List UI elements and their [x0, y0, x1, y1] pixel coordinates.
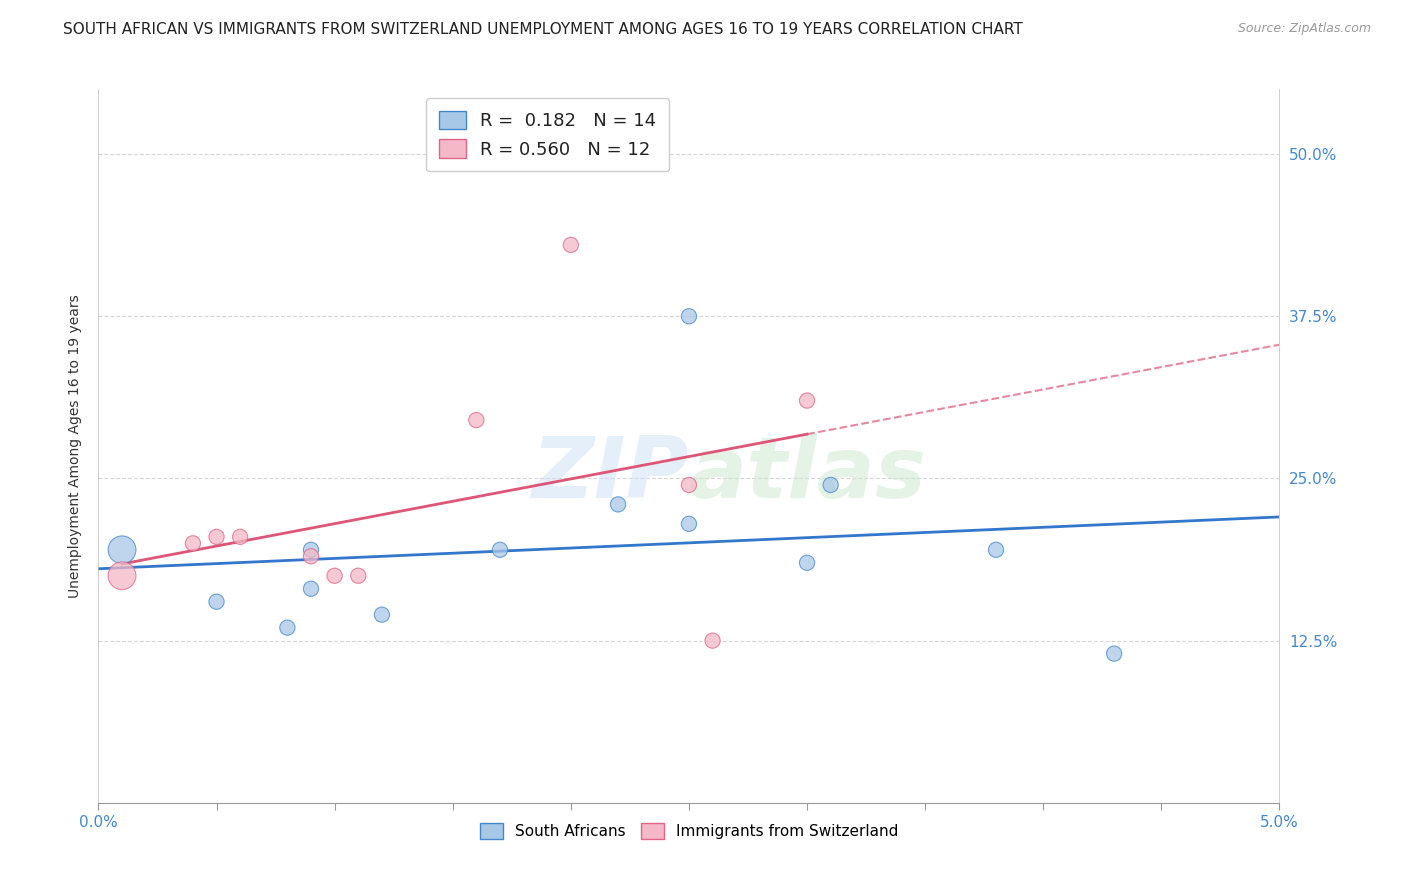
Text: Source: ZipAtlas.com: Source: ZipAtlas.com [1237, 22, 1371, 36]
Text: SOUTH AFRICAN VS IMMIGRANTS FROM SWITZERLAND UNEMPLOYMENT AMONG AGES 16 TO 19 YE: SOUTH AFRICAN VS IMMIGRANTS FROM SWITZER… [63, 22, 1024, 37]
Point [299, 542, 322, 557]
Legend: South Africans, Immigrants from Switzerland: South Africans, Immigrants from Switzerl… [474, 817, 904, 845]
Point [678, 516, 700, 531]
Point [111, 568, 134, 582]
Point [111, 542, 134, 557]
Point [607, 497, 630, 511]
Point [820, 478, 842, 492]
Y-axis label: Unemployment Among Ages 16 to 19 years: Unemployment Among Ages 16 to 19 years [67, 294, 82, 598]
Point [984, 542, 1007, 557]
Point [299, 582, 322, 596]
Point [371, 607, 394, 622]
Point [299, 549, 322, 564]
Point [465, 413, 488, 427]
Point [678, 478, 700, 492]
Point [489, 542, 512, 557]
Text: atlas: atlas [689, 433, 927, 516]
Point [347, 568, 370, 582]
Point [276, 621, 298, 635]
Point [1102, 647, 1125, 661]
Point [796, 556, 818, 570]
Point [323, 568, 346, 582]
Point [702, 633, 724, 648]
Text: ZIP: ZIP [531, 433, 689, 516]
Point [205, 595, 228, 609]
Point [205, 530, 228, 544]
Point [181, 536, 204, 550]
Point [678, 310, 700, 324]
Point [796, 393, 818, 408]
Point [229, 530, 252, 544]
Point [560, 238, 582, 252]
